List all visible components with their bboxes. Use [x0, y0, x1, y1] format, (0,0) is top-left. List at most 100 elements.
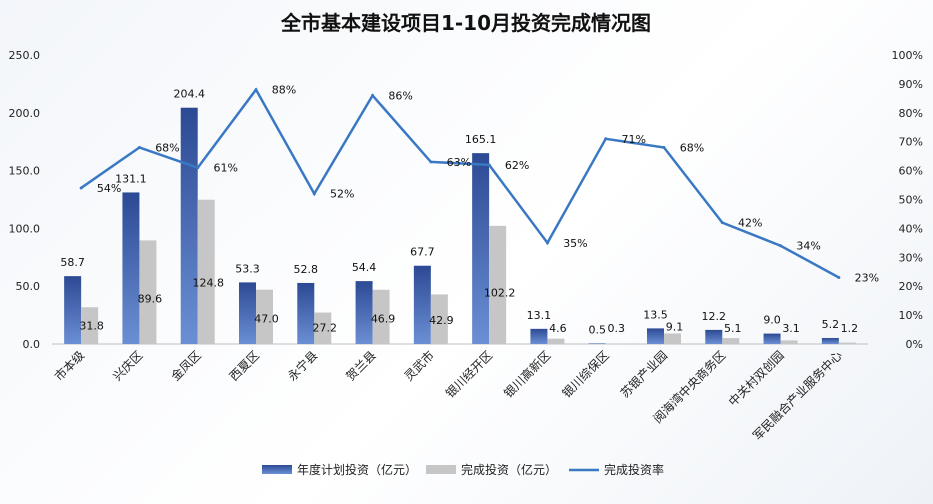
rate-point [79, 186, 83, 190]
plan-bar [821, 337, 839, 344]
plan-bar [705, 329, 723, 344]
plan-bar [530, 328, 548, 344]
done-value-label: 46.9 [371, 312, 396, 325]
rate-value-label: 86% [388, 89, 412, 102]
y-right-tick-label: 80% [899, 107, 923, 120]
y-right-tick-label: 0% [906, 338, 923, 351]
x-category-label: 苏银产业园 [618, 348, 670, 400]
legend-label-rate: 完成投资率 [604, 462, 664, 477]
rate-point [196, 166, 200, 170]
done-value-label: 31.8 [79, 319, 104, 332]
done-value-label: 9.1 [666, 320, 684, 333]
done-bar [139, 240, 157, 344]
plan-value-label: 67.7 [410, 246, 435, 259]
plan-value-label: 9.0 [763, 314, 781, 327]
done-value-label: 5.1 [724, 322, 742, 335]
y-right-tick-label: 40% [899, 222, 923, 235]
plan-value-label: 52.8 [294, 263, 319, 276]
plan-value-label: 204.4 [173, 88, 205, 101]
y-right-tick-label: 20% [899, 280, 923, 293]
rate-value-label: 88% [272, 84, 296, 97]
rate-point [837, 276, 841, 280]
done-bar [664, 333, 681, 344]
done-bar [780, 340, 798, 344]
done-value-label: 1.2 [841, 322, 859, 335]
rate-value-label: 42% [738, 217, 762, 230]
x-category-label: 灵武市 [401, 348, 437, 384]
y-left-tick-label: 150.0 [9, 165, 41, 178]
plan-bar [122, 192, 140, 344]
rate-point [371, 93, 375, 97]
done-bar [430, 294, 448, 344]
plan-value-label: 13.5 [643, 308, 668, 321]
rate-point [254, 88, 258, 92]
data-labels: 58.7 31.8 131.1 89.6 204.4 124.8 53.3 47.0 52.8 2… [60, 84, 879, 337]
plan-value-label: 5.2 [822, 318, 840, 331]
rate-point [487, 163, 491, 167]
done-value-label: 102.2 [484, 287, 516, 300]
rate-point [662, 145, 666, 149]
y-right-tick-label: 100% [892, 49, 923, 62]
rate-value-label: 23% [855, 272, 879, 285]
x-category-label: 永宁县 [284, 348, 320, 384]
legend: 年度计划投资（亿元） 完成投资（亿元） 完成投资率 [262, 462, 664, 477]
done-value-label: 0.3 [607, 322, 625, 335]
rate-line [79, 87, 841, 280]
rate-value-label: 52% [330, 188, 354, 201]
done-value-label: 3.1 [782, 322, 800, 335]
plan-value-label: 131.1 [115, 172, 147, 185]
done-bar [197, 199, 215, 344]
plan-bar [588, 343, 606, 344]
done-bar [722, 338, 740, 344]
done-bar [256, 289, 273, 344]
bars [64, 107, 856, 345]
rate-point [604, 137, 608, 141]
done-value-label: 27.2 [313, 321, 338, 334]
done-bar [314, 312, 332, 344]
legend-swatch-plan [262, 465, 292, 474]
y-left-tick-label: 200.0 [9, 107, 41, 120]
plan-bar [180, 107, 198, 345]
x-axis-categories: 市本级 兴庆区 金凤区 西夏区 永宁县 贺兰县 灵武市 银川经开区 银川高新区 银川综保区 苏银产业… [51, 348, 845, 443]
y-left-tick-label: 0.0 [23, 338, 41, 351]
y-left-tick-label: 100.0 [9, 222, 41, 235]
y-right-tick-label: 90% [899, 78, 923, 91]
done-bar [547, 338, 565, 344]
chart-title: 全市基本建设项目1-10月投资完成情况图 [280, 11, 651, 35]
rate-point [137, 145, 141, 149]
rate-value-label: 62% [505, 159, 529, 172]
rate-value-label: 61% [213, 162, 237, 175]
x-category-label: 银川高新区 [501, 348, 554, 401]
rate-value-label: 63% [447, 156, 471, 169]
done-value-label: 124.8 [192, 276, 224, 289]
y-right-tick-label: 60% [899, 165, 923, 178]
x-category-label: 兴庆区 [110, 348, 145, 383]
plan-bar [763, 333, 781, 344]
plan-value-label: 58.7 [60, 256, 85, 269]
x-category-label: 贺兰县 [343, 348, 378, 383]
y-left-tick-label: 50.0 [16, 280, 41, 293]
plan-value-label: 54.4 [352, 261, 377, 274]
done-bar [489, 225, 507, 344]
x-category-label: 金凤区 [168, 348, 204, 384]
done-bar [372, 289, 390, 344]
plan-bar [239, 282, 256, 344]
rate-value-label: 68% [680, 141, 704, 154]
rate-value-label: 35% [563, 237, 587, 250]
legend-swatch-done [426, 465, 456, 474]
x-category-label: 银川综保区 [559, 348, 611, 400]
done-value-label: 42.9 [429, 314, 454, 327]
rate-point [312, 192, 316, 196]
rate-point [545, 241, 549, 245]
legend-label-plan: 年度计划投资（亿元） [297, 462, 417, 477]
plan-value-label: 13.1 [527, 309, 552, 322]
y-left-tick-label: 250.0 [9, 49, 41, 62]
rate-value-label: 71% [621, 133, 645, 146]
rate-point [779, 244, 783, 248]
done-value-label: 89.6 [138, 293, 163, 306]
plan-value-label: 0.5 [588, 323, 606, 336]
rate-point [429, 160, 433, 164]
plan-bar [413, 265, 431, 344]
plan-bar [297, 282, 315, 344]
